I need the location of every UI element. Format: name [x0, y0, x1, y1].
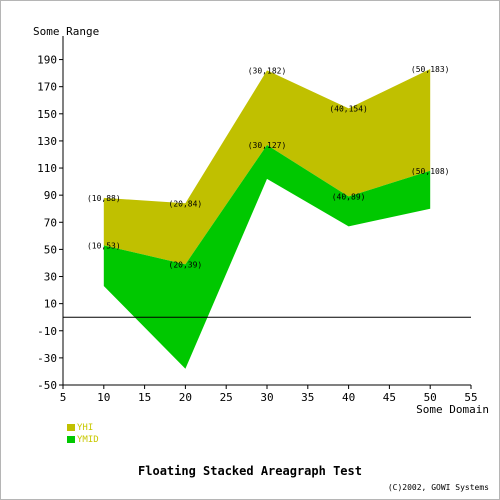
x-tick-label: 35 — [301, 391, 314, 404]
x-tick-label: 50 — [424, 391, 437, 404]
x-tick-label: 25 — [220, 391, 233, 404]
y-tick-label: 150 — [37, 108, 57, 121]
legend-label-yhi: YHI — [77, 423, 94, 433]
y-tick-label: 110 — [37, 162, 57, 175]
y-axis-label: Some Range — [33, 25, 99, 38]
x-axis-label: Some Domain — [416, 403, 489, 416]
x-tick-label: 5 — [60, 391, 67, 404]
data-label-ymid: (50,108) — [411, 167, 450, 176]
y-tick-label: 70 — [44, 216, 57, 229]
data-label-ymid: (30,127) — [248, 141, 287, 150]
legend-item-yhi: YHI — [67, 423, 93, 434]
data-label-ymid: (40,89) — [332, 193, 366, 202]
series-area-ymid — [103, 144, 431, 369]
y-tick-label: 10 — [44, 298, 57, 311]
data-label-yhi: (10,88) — [87, 194, 121, 203]
x-tick-label: 45 — [383, 391, 396, 404]
legend-label-ymid: YMID — [77, 435, 99, 445]
data-label-yhi: (20,84) — [169, 199, 203, 208]
data-label-yhi: (50,183) — [411, 65, 450, 74]
data-label-ymid: (10,53) — [87, 241, 121, 250]
data-label-yhi: (30,182) — [248, 66, 287, 75]
x-tick-label: 15 — [138, 391, 151, 404]
y-tick-label: 170 — [37, 81, 57, 94]
series-area-yhi — [103, 69, 431, 265]
x-tick-label: 40 — [342, 391, 355, 404]
legend-item-ymid: YMID — [67, 435, 99, 446]
chart-title: Floating Stacked Areagraph Test — [138, 464, 362, 478]
y-tick-label: -10 — [37, 325, 57, 338]
y-tick-label: 190 — [37, 54, 57, 67]
y-tick-label: 30 — [44, 271, 57, 284]
copyright-notice: (C)2002, GOWI Systems — [387, 483, 489, 492]
data-label-ymid: (20,39) — [169, 260, 203, 269]
legend-swatch-ymid — [67, 436, 75, 443]
y-tick-label: 90 — [44, 189, 57, 202]
y-tick-label: 50 — [44, 243, 57, 256]
x-tick-label: 30 — [260, 391, 273, 404]
y-tick-label: 130 — [37, 135, 57, 148]
legend-swatch-yhi — [67, 424, 75, 431]
data-label-yhi: (40,154) — [329, 104, 368, 113]
x-tick-label: 20 — [179, 391, 192, 404]
y-tick-label: -30 — [37, 352, 57, 365]
x-tick-label: 55 — [464, 391, 477, 404]
y-tick-label: -50 — [37, 379, 57, 392]
x-tick-label: 10 — [97, 391, 110, 404]
